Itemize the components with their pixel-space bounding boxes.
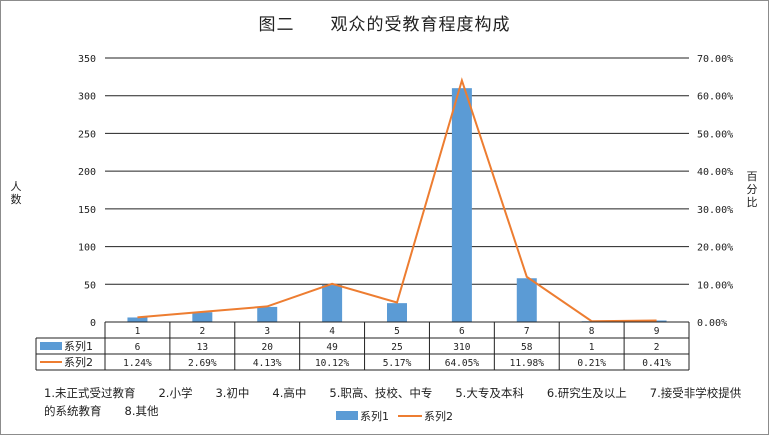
y-tick-label: 150 <box>78 205 96 216</box>
x-tick-label: 7 <box>524 326 530 337</box>
bar <box>322 285 343 322</box>
bar <box>516 278 537 322</box>
table-value-series1: 2 <box>654 342 660 353</box>
y-tick-label: 0 <box>90 318 96 329</box>
bar <box>192 312 213 322</box>
y2-tick-label: 60.00% <box>697 92 733 103</box>
y-tick-label: 350 <box>78 54 96 65</box>
y2-tick-label: 70.00% <box>697 54 733 65</box>
bar <box>387 303 407 322</box>
table-value-series1: 58 <box>521 342 533 353</box>
y2-tick-label: 30.00% <box>697 205 733 216</box>
chart-title-text: 观众的受教育程度构成 <box>330 15 511 35</box>
table-value-series2: 4.13% <box>253 358 282 369</box>
table-value-series1: 25 <box>391 342 402 353</box>
table-value-series2: 5.17% <box>383 358 412 369</box>
table-value-series1: 49 <box>326 342 338 353</box>
table-value-series2: 64.05% <box>445 358 480 369</box>
table-value-series1: 1 <box>589 342 595 353</box>
table-value-series2: 0.21% <box>577 358 606 369</box>
bar <box>451 88 472 323</box>
table-key-series1 <box>40 342 62 350</box>
table-value-series1: 6 <box>135 342 141 353</box>
table-value-series2: 1.24% <box>123 358 152 369</box>
table-value-series1: 310 <box>453 342 470 353</box>
series-line <box>137 77 657 323</box>
x-tick-label: 6 <box>459 326 465 337</box>
bar <box>257 306 278 322</box>
legend-label-series1: 系列1 <box>360 409 389 423</box>
y-tick-label: 250 <box>78 129 96 140</box>
y-tick-label: 100 <box>78 243 96 254</box>
y-tick-label: 300 <box>78 92 96 103</box>
y2-tick-label: 50.00% <box>697 129 733 140</box>
y2-tick-label: 20.00% <box>697 243 733 254</box>
x-tick-label: 9 <box>654 326 660 337</box>
y2-tick-label: 10.00% <box>697 280 733 291</box>
table-label-series2: 系列2 <box>64 355 93 369</box>
table-value-series1: 13 <box>197 342 208 353</box>
chart-title-figure: 图二 <box>258 15 295 35</box>
x-tick-label: 8 <box>589 326 595 337</box>
y2-tick-label: 40.00% <box>697 167 733 178</box>
x-tick-label: 2 <box>199 326 205 337</box>
table-value-series1: 20 <box>261 342 273 353</box>
y-tick-label: 200 <box>78 167 96 178</box>
x-tick-label: 5 <box>394 326 400 337</box>
table-label-series1: 系列1 <box>64 339 93 353</box>
table-value-series2: 0.41% <box>642 358 671 369</box>
x-tick-label: 1 <box>135 326 141 337</box>
chart-title: 图二 观众的受教育程度构成 <box>0 10 769 35</box>
y2-tick-label: 0.00% <box>697 318 727 329</box>
category-note: 1.未正式受过教育 2.小学 3.初中 4.高中 5.职高、技校、中专 5.大专… <box>44 386 742 418</box>
table-value-series2: 11.98% <box>510 358 545 369</box>
y2-axis-label: 百分比 <box>746 170 758 209</box>
y-tick-label: 50 <box>84 280 96 291</box>
table-value-series2: 2.69% <box>188 358 217 369</box>
x-tick-label: 4 <box>329 326 335 337</box>
bar <box>127 317 148 322</box>
legend-key-series1 <box>336 411 358 420</box>
x-tick-label: 3 <box>264 326 270 337</box>
table-value-series2: 10.12% <box>315 358 350 369</box>
y-axis-label: 人数 <box>10 180 22 206</box>
legend-label-series2: 系列2 <box>424 409 453 423</box>
